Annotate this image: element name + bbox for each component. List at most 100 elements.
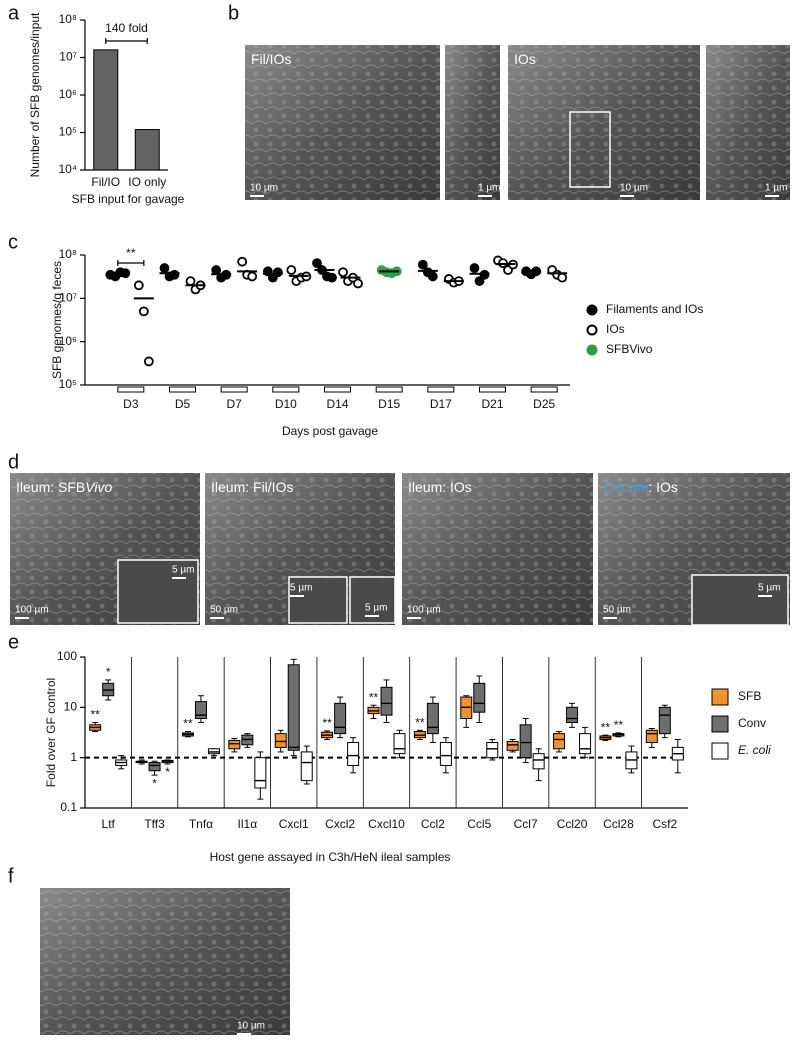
- image-label-part: Ileum: IOs: [408, 479, 472, 495]
- category-box: [117, 386, 145, 393]
- scale-bar-label: 100 µm: [15, 605, 49, 616]
- legend-label: Conv: [738, 716, 766, 730]
- image-label: IOs: [514, 51, 536, 67]
- panel-letter: d: [8, 451, 19, 473]
- image-label: Cecum: IOs: [604, 479, 678, 495]
- data-point: [185, 276, 196, 286]
- x-axis-title: Days post gavage: [282, 424, 378, 438]
- significance-label: **: [322, 716, 332, 730]
- scale-bar-label: 10 µm: [237, 1021, 265, 1032]
- x-tick-label: D14: [326, 397, 348, 411]
- x-tick-label: D3: [123, 397, 139, 411]
- image-label-part: Vivo: [85, 479, 112, 495]
- y-tick-label: 10⁸: [59, 12, 77, 26]
- data-point: [427, 271, 438, 282]
- scale-bar-label: 1 µm: [478, 183, 500, 194]
- x-tick-label: Ccl2: [421, 817, 445, 831]
- y-tick-label: 10⁸: [59, 247, 77, 261]
- x-tick-label: Csf2: [652, 817, 677, 831]
- data-point: [272, 267, 283, 278]
- scale-bar-label: 5 µm: [290, 583, 312, 594]
- box: [645, 729, 658, 744]
- micrograph-texture: [508, 45, 700, 200]
- inset: [288, 576, 348, 624]
- data-point: [159, 263, 170, 273]
- panel-letter: f: [8, 865, 14, 887]
- legend-marker: [586, 344, 598, 356]
- image-label-part: Ileum: SFB: [16, 479, 85, 495]
- legend-label: SFBVivo: [606, 342, 653, 356]
- image-label-part: IOs: [514, 51, 536, 67]
- data-point: [169, 269, 180, 280]
- category-box: [220, 386, 248, 393]
- y-tick-label: 10⁶: [59, 87, 77, 101]
- micrograph-texture: [402, 473, 593, 625]
- category-box: [427, 386, 455, 393]
- x-tick-label: Cxcl1: [279, 817, 309, 831]
- x-tick-label: Ccl5: [467, 817, 491, 831]
- scale-bar-label: 5 µm: [172, 565, 194, 576]
- significance-label: *: [106, 665, 111, 679]
- micrograph-texture: [245, 45, 440, 200]
- y-tick-label: 10⁶: [59, 334, 77, 348]
- micrograph-texture: [445, 45, 500, 200]
- y-tick-label: 10⁷: [59, 291, 77, 305]
- significance-label: **: [415, 715, 425, 729]
- significance-label: **: [369, 690, 379, 704]
- significance-label: **: [126, 246, 136, 260]
- y-tick-label: 100: [57, 649, 77, 663]
- x-axis-title: Host gene assayed in C3h/HeN ileal sampl…: [210, 850, 451, 864]
- category-box: [272, 386, 300, 393]
- significance-label: **: [91, 708, 101, 722]
- x-tick-label: D7: [226, 397, 242, 411]
- data-point: [120, 268, 131, 279]
- panel-letter: b: [228, 2, 239, 24]
- data-point: [312, 258, 322, 269]
- data-point: [138, 306, 149, 317]
- data-point: [469, 263, 480, 273]
- x-tick-label: D25: [533, 397, 555, 411]
- y-tick-label: 10⁷: [59, 50, 77, 64]
- box: [254, 757, 267, 789]
- scale-bar-label: 100 µm: [407, 605, 441, 616]
- x-tick-label: D10: [275, 397, 297, 411]
- box: [380, 686, 393, 716]
- image-label-part: Cecum: [604, 479, 648, 495]
- y-tick-label: 10⁴: [58, 162, 77, 176]
- scale-bar-label: 50 µm: [210, 605, 238, 616]
- legend-label: Filaments and IOs: [606, 302, 703, 316]
- y-tick-label: 10: [64, 700, 78, 714]
- x-tick-label: Tnfα: [189, 817, 213, 831]
- significance-label: **: [183, 717, 193, 731]
- y-axis-title: Fold over GF control: [44, 678, 58, 787]
- box: [439, 742, 452, 766]
- bar: [134, 129, 160, 171]
- box: [300, 751, 313, 782]
- box: [334, 702, 347, 735]
- data-point: [417, 259, 428, 270]
- box: [519, 724, 532, 759]
- roi-box: [569, 111, 611, 188]
- box: [658, 706, 671, 735]
- legend-swatch: [711, 715, 729, 733]
- box: [579, 733, 592, 755]
- significance-label: **: [601, 720, 611, 734]
- significance-label: *: [152, 776, 157, 790]
- x-tick-label: D21: [481, 397, 503, 411]
- data-point: [237, 256, 248, 267]
- box: [506, 740, 519, 751]
- legend-label: E. coli: [738, 743, 771, 757]
- data-point: [353, 278, 363, 289]
- x-tick-label: Tff3: [144, 817, 165, 831]
- significance-bracket: [117, 260, 145, 266]
- legend-swatch: [711, 742, 729, 760]
- scale-bar-label: 50 µm: [603, 605, 631, 616]
- y-tick-label: 0.1: [60, 800, 77, 814]
- y-tick-label: 10⁵: [59, 377, 77, 391]
- x-axis-title: SFB input for gavage: [72, 192, 185, 206]
- scale-bar-label: 10 µm: [250, 183, 278, 194]
- fold-annotation: 140 fold: [105, 21, 148, 35]
- box: [148, 762, 161, 772]
- category-box: [169, 386, 196, 393]
